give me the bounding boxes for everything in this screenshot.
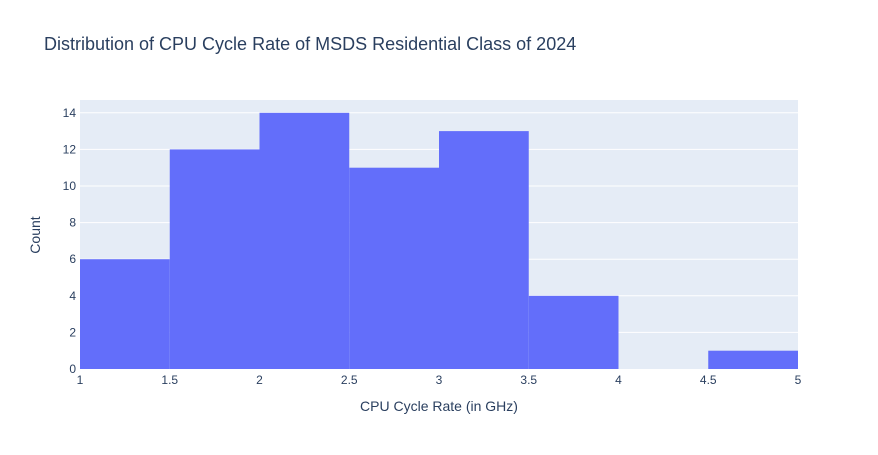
histogram-bar (259, 112, 350, 370)
histogram-bar (708, 350, 798, 369)
y-tick-label: 0 (69, 362, 76, 376)
x-tick-label: 3 (436, 373, 443, 387)
y-tick-label: 8 (69, 216, 76, 230)
x-tick-label: 2 (256, 373, 263, 387)
y-axis-ticks: 0 2 4 6 8 10 12 14 (63, 106, 77, 376)
histogram-bar (349, 167, 439, 369)
x-axis-title: CPU Cycle Rate (in GHz) (360, 398, 518, 414)
x-axis-ticks: 1 1.5 2 2.5 3 3.5 4 4.5 5 (77, 373, 802, 387)
x-tick-label: 1 (77, 373, 84, 387)
y-tick-label: 12 (63, 142, 77, 156)
y-tick-label: 10 (63, 179, 77, 193)
bars (80, 112, 798, 370)
histogram-bar (169, 149, 260, 369)
histogram-bar (80, 259, 170, 369)
x-tick-label: 2.5 (341, 373, 358, 387)
y-tick-label: 4 (69, 289, 76, 303)
x-tick-label: 4 (615, 373, 622, 387)
x-tick-label: 4.5 (700, 373, 717, 387)
chart-title: Distribution of CPU Cycle Rate of MSDS R… (44, 34, 576, 54)
histogram-bar (528, 295, 619, 369)
histogram-bar (439, 131, 529, 369)
y-tick-label: 14 (63, 106, 77, 120)
x-tick-label: 3.5 (520, 373, 537, 387)
x-tick-label: 1.5 (161, 373, 178, 387)
y-tick-label: 6 (69, 252, 76, 266)
x-tick-label: 5 (795, 373, 802, 387)
y-axis-title: Count (27, 216, 43, 253)
y-tick-label: 2 (69, 325, 76, 339)
